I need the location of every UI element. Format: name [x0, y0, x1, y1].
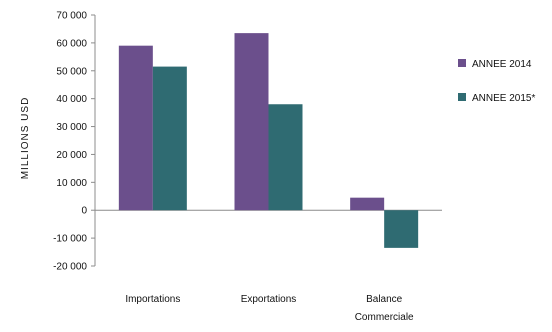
bar-area	[95, 33, 442, 248]
y-tick-label: 0	[81, 206, 87, 217]
y-tick-label: 30 000	[56, 122, 87, 133]
bar-2015-2	[268, 104, 303, 211]
y-tick-label: 50 000	[56, 66, 87, 77]
y-axis: 70 000 60 000 50 000 40 000 30 000 20 000 10 0…	[53, 11, 96, 273]
x-category-label: Exportations	[241, 294, 297, 305]
legend-swatch	[458, 59, 466, 67]
y-axis-title: MILLIONS USD	[20, 97, 31, 180]
x-axis: Importations Exportations Balance Commercia…	[125, 294, 414, 323]
legend-swatch	[458, 93, 466, 101]
y-tick-label: 70 000	[56, 11, 87, 22]
bar-2014-3	[350, 197, 385, 211]
x-category-label: Importations	[125, 294, 180, 305]
x-category-label: Balance	[366, 294, 403, 305]
y-tick-label: 10 000	[56, 178, 87, 189]
y-tick-label: -20 000	[53, 262, 87, 273]
legend: ANNEE 2014 ANNEE 2015*	[458, 59, 535, 104]
bar-2014-1	[118, 45, 153, 211]
y-tick-label: 40 000	[56, 94, 87, 105]
x-category-label: Commerciale	[355, 312, 414, 323]
bar-2015-3	[384, 210, 419, 248]
legend-label: ANNEE 2014	[472, 59, 532, 70]
bar-2015-1	[152, 66, 187, 211]
y-tick-label: -10 000	[53, 234, 87, 245]
bar-2014-2	[234, 33, 269, 211]
legend-label: ANNEE 2015*	[472, 93, 535, 104]
y-tick-label: 20 000	[56, 150, 87, 161]
y-tick-label: 60 000	[56, 38, 87, 49]
